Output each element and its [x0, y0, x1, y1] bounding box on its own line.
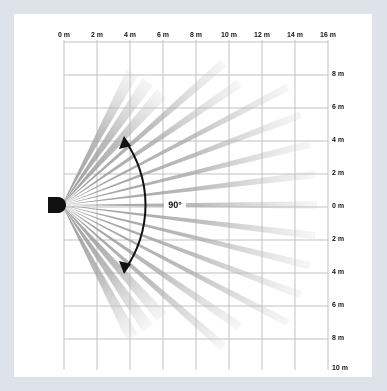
detection-beam — [62, 205, 316, 240]
angle-label: 90° — [168, 200, 182, 210]
detection-beam — [62, 205, 167, 322]
detection-beam — [62, 205, 290, 327]
y-label: 2 m — [332, 170, 344, 177]
y-label: 4 m — [332, 137, 344, 144]
double-headed-arc-arrow — [119, 136, 147, 274]
arrowhead-up-icon — [119, 136, 131, 149]
diagram-panel: 0 m 2 m 4 m 6 m 8 m 10 m 12 m 14 m 16 m … — [14, 14, 372, 377]
beam-wedge — [62, 79, 242, 205]
detection-beam — [62, 205, 154, 332]
y-label: 10 m — [332, 365, 348, 372]
detection-beam — [62, 59, 227, 205]
x-label: 14 m — [287, 32, 303, 39]
y-label: 6 m — [332, 302, 344, 309]
angle-label-bubble — [164, 194, 186, 216]
beam-wedge — [62, 205, 311, 270]
beam-wedge — [62, 205, 227, 351]
sensor-icon — [48, 197, 66, 213]
y-label: 2 m — [332, 236, 344, 243]
x-label: 10 m — [221, 32, 237, 39]
detection-beam — [62, 69, 139, 205]
y-label: 0 m — [332, 203, 344, 210]
detection-beam — [62, 201, 317, 209]
beam-wedge — [62, 170, 316, 205]
detection-beam — [62, 111, 302, 205]
x-axis-labels: 0 m 2 m 4 m 6 m 8 m 10 m 12 m 14 m 16 m — [58, 32, 336, 39]
beam-wedge — [62, 88, 167, 205]
beam-wedge — [62, 201, 317, 209]
x-label: 8 m — [190, 32, 202, 39]
beam-wedge — [62, 205, 302, 299]
sensor-coverage-diagram: 0 m 2 m 4 m 6 m 8 m 10 m 12 m 14 m 16 m … — [48, 32, 348, 372]
detection-beam — [62, 205, 302, 299]
y-axis-labels: 8 m 6 m 4 m 2 m 0 m 2 m 4 m 6 m 8 m 10 m — [332, 71, 348, 372]
detection-beam — [62, 205, 139, 341]
beam-wedge — [62, 205, 167, 322]
detection-beam — [62, 78, 154, 205]
beam-wedge — [62, 59, 227, 205]
beam-wedge — [62, 140, 311, 205]
beam-wedge — [62, 205, 154, 332]
y-label: 8 m — [332, 71, 344, 78]
beam-wedge — [62, 78, 154, 205]
x-label: 2 m — [91, 32, 103, 39]
detection-beam — [62, 79, 242, 205]
beam-wedge — [62, 83, 290, 205]
x-label: 12 m — [254, 32, 270, 39]
detection-beam — [62, 205, 227, 351]
detection-beam — [62, 205, 311, 270]
beam-wedge — [62, 69, 139, 205]
beam-wedge — [62, 205, 139, 341]
x-label: 16 m — [320, 32, 336, 39]
beam-wedge — [62, 205, 242, 331]
x-label: 0 m — [58, 32, 70, 39]
y-label: 6 m — [332, 104, 344, 111]
detection-beam — [62, 83, 290, 205]
beam-wedge — [62, 205, 290, 327]
y-label: 4 m — [332, 269, 344, 276]
detection-beams — [62, 59, 317, 351]
detection-beam — [62, 170, 316, 205]
x-label: 4 m — [124, 32, 136, 39]
beam-wedge — [62, 205, 316, 240]
detection-beam — [62, 140, 311, 205]
arrowhead-down-icon — [119, 261, 131, 274]
detection-beam — [62, 205, 242, 331]
detection-beam — [62, 88, 167, 205]
x-label: 6 m — [157, 32, 169, 39]
beam-wedge — [62, 111, 302, 205]
y-label: 8 m — [332, 335, 344, 342]
